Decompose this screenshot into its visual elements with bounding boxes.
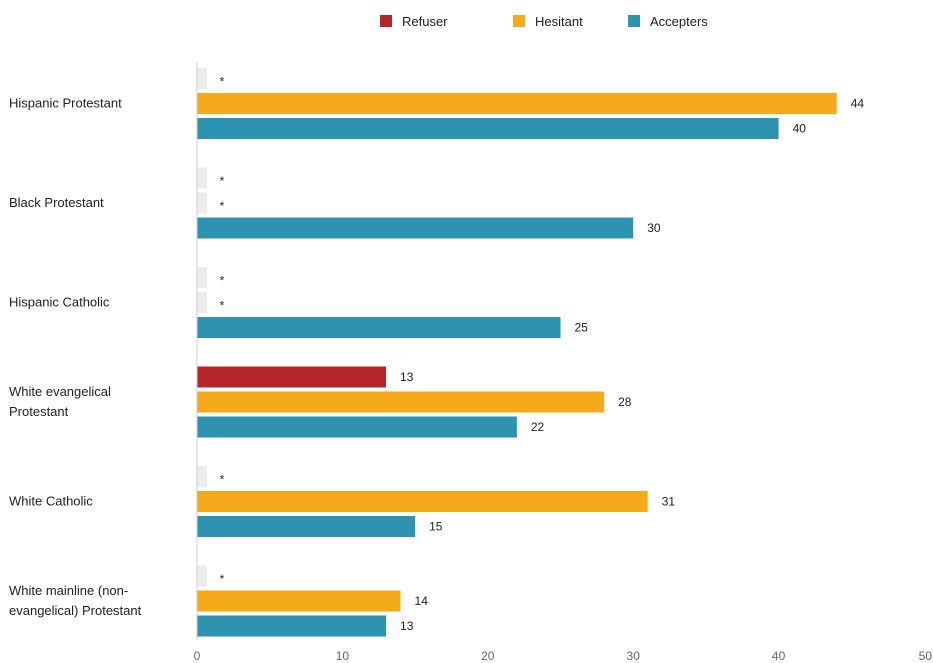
missing-marker: *	[220, 174, 225, 188]
category-label: Hispanic Protestant	[9, 96, 122, 111]
data-label: 28	[618, 395, 632, 409]
legend: Refuser Hesitant Accepters	[380, 14, 708, 29]
bar-hesitant	[197, 391, 605, 413]
data-label: 22	[531, 420, 545, 434]
x-tick-label: 30	[627, 649, 641, 663]
legend-swatch-hesitant	[513, 15, 525, 27]
category-label: Hispanic Catholic	[9, 295, 110, 310]
missing-bar-hesitant	[197, 292, 207, 313]
bar-accepters	[197, 615, 387, 637]
missing-marker: *	[220, 199, 225, 213]
missing-marker: *	[220, 572, 225, 586]
missing-bar-refuser	[197, 565, 207, 587]
missing-marker: *	[220, 75, 225, 89]
bar-accepters	[197, 217, 634, 239]
category-label: White evangelical Protestant	[9, 384, 111, 419]
category-group: * 44 40	[197, 68, 864, 139]
data-label: 15	[429, 520, 443, 534]
bar-accepters	[197, 516, 416, 537]
missing-bar-refuser	[197, 466, 207, 487]
category-label: White mainline (non-evangelical) Protest…	[9, 583, 142, 618]
legend-item-hesitant: Hesitant	[513, 14, 583, 29]
data-label: 31	[662, 495, 676, 509]
bar-hesitant	[197, 93, 837, 114]
legend-label-accepters: Accepters	[650, 14, 708, 29]
bar-accepters	[197, 416, 517, 438]
data-label: 13	[400, 370, 414, 384]
category-group: 13 28 22	[197, 366, 632, 438]
legend-label-refuser: Refuser	[402, 14, 448, 29]
legend-swatch-accepters	[628, 15, 640, 27]
data-label: 14	[415, 594, 429, 608]
bar-hesitant	[197, 491, 648, 512]
bar-accepters	[197, 317, 561, 338]
x-tick-label: 40	[772, 649, 786, 663]
category-group: * * 30	[197, 167, 661, 239]
bar-hesitant	[197, 590, 401, 612]
x-tick-label: 50	[919, 649, 933, 663]
x-tick-label: 10	[336, 649, 350, 663]
legend-swatch-refuser	[380, 15, 392, 27]
bar-accepters	[197, 118, 779, 139]
x-tick-label: 20	[481, 649, 495, 663]
x-tick-label: 0	[194, 649, 201, 663]
bar-refuser	[197, 366, 387, 388]
missing-bar-hesitant	[197, 192, 207, 214]
data-label: 40	[793, 122, 807, 136]
category-group: * 31 15	[197, 466, 675, 537]
category-label: White Catholic	[9, 494, 93, 509]
category-label: Black Protestant	[9, 195, 104, 210]
x-axis-ticks: 0 10 20 30 40 50	[194, 649, 933, 663]
missing-bar-refuser	[197, 267, 207, 288]
legend-item-refuser: Refuser	[380, 14, 448, 29]
category-labels: Hispanic Protestant Black Protestant Hispa…	[9, 96, 142, 619]
missing-marker: *	[220, 274, 225, 288]
legend-label-hesitant: Hesitant	[535, 14, 583, 29]
missing-marker: *	[220, 299, 225, 313]
missing-bar-refuser	[197, 68, 207, 89]
missing-marker: *	[220, 473, 225, 487]
data-label: 25	[575, 321, 589, 335]
legend-item-accepters: Accepters	[628, 14, 708, 29]
category-group: * * 25	[197, 267, 588, 338]
missing-bar-refuser	[197, 167, 207, 189]
data-label: 30	[647, 221, 661, 235]
data-label: 13	[400, 619, 414, 633]
data-label: 44	[851, 97, 865, 111]
